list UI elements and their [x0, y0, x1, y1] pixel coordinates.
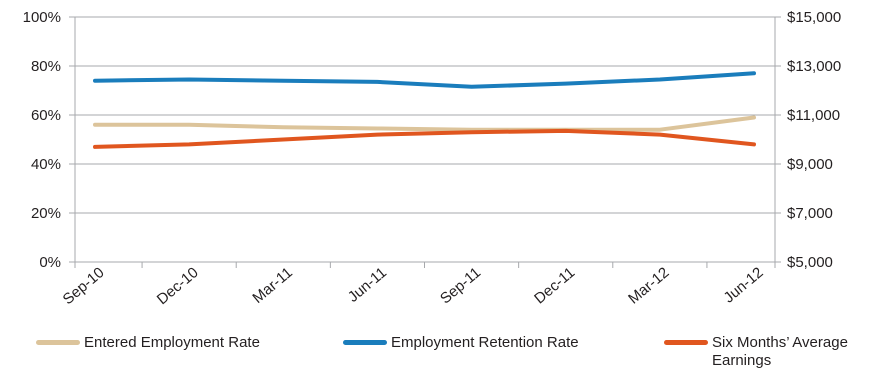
- x-axis-category-label: Sep-10: [60, 264, 108, 308]
- right-axis-tick-label: $5,000: [787, 254, 833, 271]
- legend-swatch-employment-retention: [343, 340, 387, 345]
- left-axis-tick-label: 40%: [31, 156, 61, 173]
- right-axis-tick-label: $13,000: [787, 58, 841, 75]
- tick-labels: 0% $5,000 20% $7,000 40% $9,000 60% $11,000 80% $…: [23, 9, 842, 308]
- series-line-0: [93, 115, 756, 132]
- x-axis-category-label: Dec-11: [531, 264, 578, 307]
- gridlines: [75, 16, 775, 263]
- x-axis-category-label: Mar-12: [625, 264, 672, 308]
- legend-label-entered-employment: Entered Employment Rate: [84, 334, 260, 351]
- x-axis-category-label: Jun-11: [345, 264, 390, 306]
- right-axis-tick-label: $15,000: [787, 9, 841, 26]
- left-axis-tick-label: 80%: [31, 58, 61, 75]
- legend-item-entered-employment: Entered Employment Rate: [36, 334, 274, 352]
- legend-swatch-entered-employment: [36, 340, 80, 345]
- legend-label-average-earnings: Six Months’ Average Earnings: [712, 334, 848, 369]
- series-lines: [93, 71, 756, 149]
- left-axis-tick-label: 60%: [31, 107, 61, 124]
- x-axis-category-label: Mar-11: [249, 264, 295, 307]
- series-line-1: [93, 71, 756, 89]
- legend-item-average-earnings: Six Months’ Average Earnings: [664, 334, 872, 370]
- x-axis-category-label: Jun-12: [721, 264, 767, 307]
- right-axis-tick-label: $7,000: [787, 205, 833, 222]
- legend-label-employment-retention: Employment Retention Rate: [391, 334, 579, 351]
- legend-swatch-average-earnings: [664, 340, 708, 345]
- x-axis-category-label: Sep-11: [437, 264, 484, 307]
- left-axis-tick-label: 20%: [31, 205, 61, 222]
- right-axis-tick-label: $9,000: [787, 156, 833, 173]
- left-axis-tick-label: 100%: [23, 9, 61, 26]
- legend-item-employment-retention: Employment Retention Rate: [343, 334, 581, 352]
- series-line-2: [93, 128, 756, 149]
- right-axis-tick-label: $11,000: [787, 107, 840, 124]
- axes: [69, 16, 781, 268]
- x-axis-category-label: Dec-10: [154, 264, 202, 308]
- left-axis-tick-label: 0%: [39, 254, 61, 271]
